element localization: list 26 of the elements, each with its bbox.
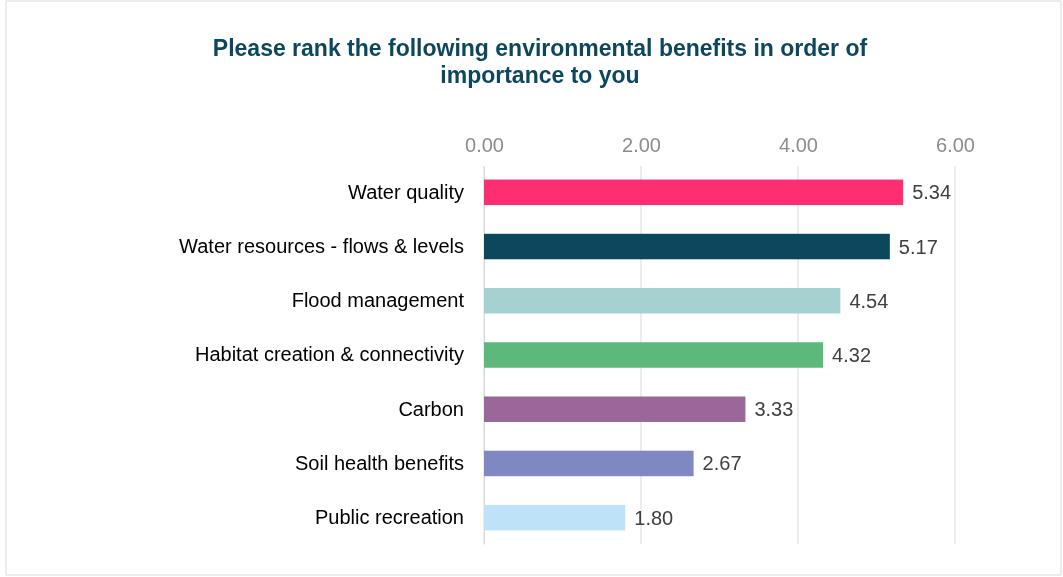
data-label: 5.17: [898, 235, 938, 258]
x-tick-label: 4.00: [779, 134, 818, 156]
data-label: 1.80: [634, 506, 674, 529]
chart-title: Please rank the following environmental benefits in order of importance to you: [212, 35, 868, 88]
y-tick-label: Habitat creation & connectivity: [194, 343, 464, 366]
bar: [484, 504, 626, 531]
data-label: 2.67: [702, 452, 742, 475]
x-tick-label: 6.00: [936, 134, 975, 156]
y-tick-label: Public recreation: [315, 506, 464, 529]
bar: [484, 450, 694, 477]
y-tick-label: Soil health benefits: [294, 451, 464, 474]
y-tick-label: Carbon: [398, 397, 464, 420]
y-tick-label: Flood management: [291, 289, 465, 312]
data-label: 3.33: [754, 398, 794, 421]
x-tick-label: 2.00: [622, 134, 661, 156]
x-tick-label: 0.00: [465, 134, 504, 156]
bar: [484, 179, 904, 206]
bar: [484, 233, 890, 260]
y-tick-label: Water quality: [348, 180, 464, 203]
data-label: 4.32: [832, 344, 872, 366]
bar: [484, 396, 746, 422]
y-tick-label: Water resources - flows & levels: [179, 234, 464, 257]
data-label: 4.54: [849, 289, 889, 312]
data-label: 5.34: [912, 181, 952, 204]
bar: [484, 342, 824, 368]
bar: [484, 288, 841, 314]
